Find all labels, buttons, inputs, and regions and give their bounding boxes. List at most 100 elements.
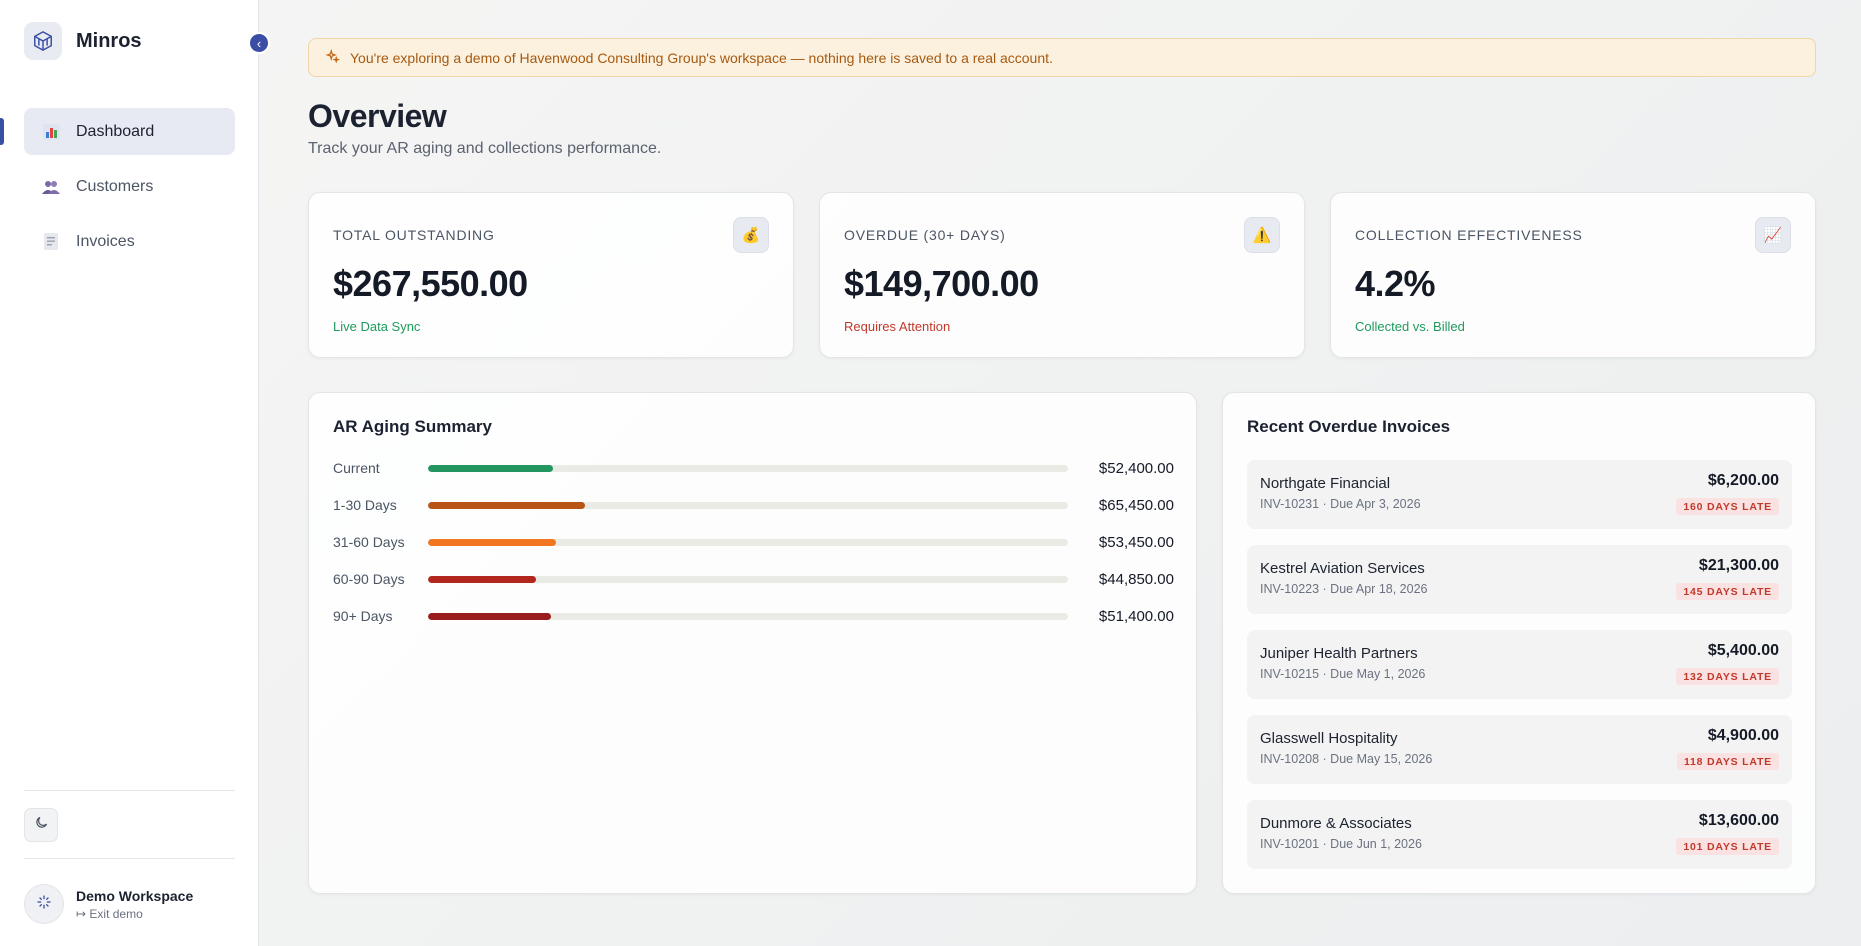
panel-title: Recent Overdue Invoices <box>1247 417 1451 436</box>
list-item[interactable]: Northgate Financial INV-10231 · Due Apr … <box>1247 460 1792 529</box>
sidebar: Minros <box>0 0 259 946</box>
aging-row: 31-60 Days $53,450.00 <box>333 532 1174 552</box>
status-badge: 160 DAYS LATE <box>1676 498 1779 515</box>
invoice-meta: INV-10215 · Due May 1, 2026 <box>1260 667 1426 681</box>
stat-value: $149,700.00 <box>844 263 1039 304</box>
receipt-icon <box>42 233 60 251</box>
status-badge: 118 DAYS LATE <box>1676 753 1779 770</box>
invoice-meta: INV-10231 · Due Apr 3, 2026 <box>1260 497 1421 511</box>
aging-bar-fill <box>428 464 554 472</box>
customer-name: Northgate Financial <box>1260 475 1391 492</box>
active-indicator <box>0 118 4 145</box>
aging-row: 60-90 Days $44,850.00 <box>333 569 1174 589</box>
exit-arrow-icon: ↦ <box>76 906 87 921</box>
aging-amount: $44,850.00 <box>1098 570 1174 588</box>
sidebar-item-invoices[interactable]: Invoices <box>24 218 235 265</box>
aging-label: 1-30 Days <box>333 497 397 513</box>
avatar <box>24 884 64 924</box>
aging-amount: $65,450.00 <box>1098 496 1174 514</box>
workspace-info: Demo Workspace ↦ Exit demo <box>76 888 193 921</box>
moon-icon <box>34 815 49 835</box>
stat-subtext: Collected vs. Billed <box>1355 319 1465 334</box>
users-icon <box>42 178 60 196</box>
stat-label: OVERDUE (30+ DAYS) <box>844 227 1006 243</box>
invoice-amount: $13,600.00 <box>1698 812 1779 829</box>
aging-label: 31-60 Days <box>333 534 405 550</box>
ar-aging-summary-panel: AR Aging Summary Current $52,400.00 1-30… <box>308 392 1197 894</box>
list-item[interactable]: Glasswell Hospitality INV-10208 · Due Ma… <box>1247 715 1792 784</box>
theme-toggle-button[interactable] <box>24 808 58 842</box>
status-badge: 132 DAYS LATE <box>1676 668 1779 685</box>
stat-card-total-outstanding: TOTAL OUTSTANDING 💰 $267,550.00 Live Dat… <box>308 192 794 358</box>
stat-card-overdue: OVERDUE (30+ DAYS) ⚠️ $149,700.00 Requir… <box>819 192 1305 358</box>
stat-label: COLLECTION EFFECTIVENESS <box>1355 227 1583 243</box>
sparkles-icon <box>36 894 52 915</box>
aging-bar-fill <box>428 575 536 583</box>
sidebar-item-label: Customers <box>76 177 154 195</box>
chevron-left-icon[interactable]: ‹ <box>248 32 270 54</box>
demo-banner: You're exploring a demo of Havenwood Con… <box>308 38 1816 77</box>
invoice-meta: INV-10201 · Due Jun 1, 2026 <box>1260 837 1422 851</box>
list-item[interactable]: Juniper Health Partners INV-10215 · Due … <box>1247 630 1792 699</box>
sidebar-item-customers[interactable]: Customers <box>24 163 235 210</box>
bar-chart-icon <box>42 123 60 141</box>
aging-bar-fill <box>428 612 551 620</box>
money-bag-icon: 💰 <box>733 217 769 253</box>
trending-up-icon: 📈 <box>1755 217 1791 253</box>
customer-name: Kestrel Aviation Services <box>1260 560 1425 577</box>
stat-value: $267,550.00 <box>333 263 528 304</box>
invoice-amount: $5,400.00 <box>1707 642 1779 659</box>
list-item[interactable]: Dunmore & Associates INV-10201 · Due Jun… <box>1247 800 1792 869</box>
aging-bar-track <box>428 612 1068 620</box>
workspace-name: Demo Workspace <box>76 887 194 904</box>
sidebar-item-dashboard[interactable]: Dashboard <box>0 108 235 155</box>
aging-bar-track <box>428 464 1068 472</box>
sidebar-divider <box>24 790 235 791</box>
invoice-amount: $6,200.00 <box>1707 472 1779 489</box>
brand[interactable]: Minros <box>24 22 142 60</box>
sidebar-divider <box>24 858 235 859</box>
exit-demo-label: Exit demo <box>89 906 143 921</box>
page-subtitle: Track your AR aging and collections perf… <box>308 140 662 157</box>
stat-label: TOTAL OUTSTANDING <box>333 227 495 243</box>
stat-subtext: Requires Attention <box>844 319 951 334</box>
banner-text: You're exploring a demo of Havenwood Con… <box>350 49 1053 66</box>
list-item[interactable]: Kestrel Aviation Services INV-10223 · Du… <box>1247 545 1792 614</box>
status-badge: 101 DAYS LATE <box>1676 838 1779 855</box>
aging-label: 60-90 Days <box>333 571 405 587</box>
aging-bar-track <box>428 575 1068 583</box>
customer-name: Juniper Health Partners <box>1260 645 1418 662</box>
status-badge: 145 DAYS LATE <box>1676 583 1779 600</box>
aging-bar-track <box>428 538 1068 546</box>
aging-label: Current <box>333 460 380 476</box>
sidebar-item-label: Invoices <box>76 232 135 250</box>
sidebar-nav: Dashboard Customers Invoices <box>0 108 235 273</box>
aging-row: Current $52,400.00 <box>333 458 1174 478</box>
recent-overdue-invoices-panel: Recent Overdue Invoices Northgate Financ… <box>1222 392 1816 894</box>
panel-title: AR Aging Summary <box>333 417 493 436</box>
invoice-amount: $21,300.00 <box>1698 557 1779 574</box>
page-title: Overview <box>308 98 447 134</box>
aging-bar-fill <box>428 501 585 509</box>
workspace-switcher[interactable]: Demo Workspace ↦ Exit demo <box>24 884 193 924</box>
aging-amount: $51,400.00 <box>1098 607 1174 625</box>
aging-bar-track <box>428 501 1068 509</box>
stat-value: 4.2% <box>1355 263 1436 304</box>
invoice-meta: INV-10208 · Due May 15, 2026 <box>1260 752 1433 766</box>
sidebar-item-label: Dashboard <box>76 122 155 140</box>
customer-name: Dunmore & Associates <box>1260 815 1412 832</box>
invoice-amount: $4,900.00 <box>1707 727 1779 744</box>
aging-amount: $53,450.00 <box>1098 533 1174 551</box>
stat-subtext: Live Data Sync <box>333 319 421 334</box>
app-name: Minros <box>76 29 142 52</box>
aging-row: 1-30 Days $65,450.00 <box>333 495 1174 515</box>
stat-card-collection-effectiveness: COLLECTION EFFECTIVENESS 📈 4.2% Collecte… <box>1330 192 1816 358</box>
aging-bar-fill <box>428 538 556 546</box>
aging-label: 90+ Days <box>333 608 393 624</box>
exit-demo-link[interactable]: ↦ Exit demo <box>76 907 193 921</box>
cube-logo-icon <box>24 22 62 60</box>
invoice-meta: INV-10223 · Due Apr 18, 2026 <box>1260 582 1428 596</box>
customer-name: Glasswell Hospitality <box>1260 730 1398 747</box>
aging-amount: $52,400.00 <box>1098 459 1174 477</box>
warning-icon: ⚠️ <box>1244 217 1280 253</box>
